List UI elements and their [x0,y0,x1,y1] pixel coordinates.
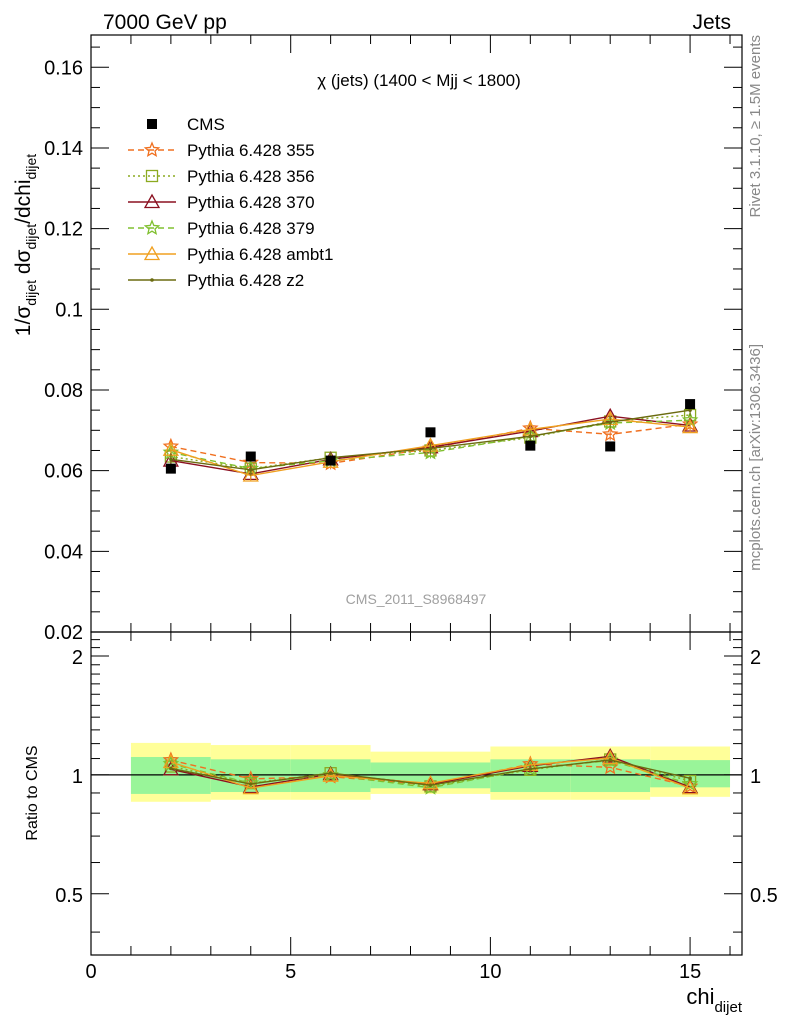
data-point [165,463,176,474]
ratio-marker [602,748,619,763]
ratio-marker [681,779,699,795]
ratio-marker [681,775,699,792]
main-ylabel: 1/σdijet dσdijet/dchidijet [12,154,39,336]
ratio-marker [322,767,339,782]
x-tick-label: 10 [479,961,501,983]
ratio-marker [688,776,692,781]
y-tick-label: 0.02 [44,622,83,644]
legend-label: CMS [187,115,225,134]
header-right: Jets [692,11,731,34]
ratio-frame [90,631,743,956]
y-tick-label: 0.04 [44,541,83,563]
ratio-y-tick-label: 0.5 [55,885,83,907]
y-tick-label: 0.14 [44,138,83,160]
ratio-y-tick-label: 0.5 [750,885,778,907]
ratio-xlabel: chidijet [686,984,742,1016]
ratio-marker [242,779,259,795]
legend-marker [150,278,154,282]
legend-label: Pythia 6.428 356 [187,167,315,186]
legend-label: Pythia 6.428 370 [187,193,315,212]
uncertainty-band-inner [650,760,731,788]
ratio-marker [422,775,439,790]
legend-marker [143,141,161,158]
header-left: 7000 GeV pp [103,11,227,34]
ratio-marker [242,774,260,791]
main-series [162,404,699,482]
legend-label: Pythia 6.428 z2 [187,271,304,290]
series-marker [422,443,439,460]
series-marker [248,468,253,472]
ratio-bands [130,742,731,802]
ratio-marker [328,771,333,775]
data-point [425,427,436,438]
main-panel: 0.02 0.04 0.06 0.08 0.1 0.12 0.14 0.16 χ (jets)… [12,34,743,644]
legend-label: Pythia 6.428 355 [187,141,315,160]
y-tick-label: 0.12 [44,219,83,241]
x-tick-label: 0 [85,961,96,983]
series-marker [601,425,619,442]
side-mcplots-label: mcplots.cern.ch [arXiv:1306.3436] [747,344,764,571]
ratio-series [162,748,699,795]
ratio-marker [169,766,173,771]
data-point [525,440,536,451]
data-point [245,451,256,462]
y-tick-label: 0.08 [44,380,83,402]
legend-label: Pythia 6.428 379 [187,219,315,238]
main-data-points [165,399,696,474]
legend-marker-data [147,119,157,129]
legend-marker [145,169,159,183]
series-marker [528,434,533,439]
side-rivet-label: Rivet 3.1.10, ≥ 1.5M events [747,35,764,218]
ratio-marker [602,749,619,765]
ratio-marker [322,766,339,782]
main-ticks: 0.02 0.04 0.06 0.08 0.1 0.12 0.14 0.16 [44,35,742,644]
watermark: CMS_2011_S8968497 [346,591,487,607]
ratio-marker [608,758,613,762]
data-point [605,441,616,452]
x-tick-label: 5 [285,961,296,983]
ratio-marker [528,767,533,771]
x-tick-label: 15 [679,961,701,983]
ratio-marker [248,782,253,786]
ratio-ylabel: Ratio to CMS [24,745,41,840]
data-point [685,399,696,410]
main-title: χ (jets) (1400 < Mjj < 1800) [317,71,521,90]
y-tick-label: 0.16 [44,57,83,79]
series-marker [688,408,692,412]
ratio-marker [428,783,433,787]
y-tick-label: 0.06 [44,461,83,483]
ratio-y-tick-label: 1 [750,766,761,788]
ratio-panel: 0.5 0.5 1 1 2 2 0 5 10 15 Ratio to CMS chidijet [24,631,778,1016]
series-marker [681,418,699,434]
ratio-y-tick-label: 2 [72,647,83,669]
series-marker [169,457,173,462]
data-point [325,455,336,466]
legend-marker [143,245,161,261]
legend-marker [143,193,161,209]
ratio-line [170,757,691,789]
series-marker [242,467,259,482]
y-tick-label: 0.1 [55,299,83,321]
legend-label: Pythia 6.428 ambt1 [187,245,333,264]
ratio-ticks: 0.5 0.5 1 1 2 2 0 5 10 15 [55,632,778,983]
legend-marker [143,219,161,236]
ratio-y-tick-label: 2 [750,647,761,669]
series-marker [428,446,433,451]
legend: CMS Pythia 6.428 355 Pythia 6.428 356 Pythi… [128,115,333,290]
ratio-y-tick-label: 1 [72,766,83,788]
series-marker [608,420,613,425]
